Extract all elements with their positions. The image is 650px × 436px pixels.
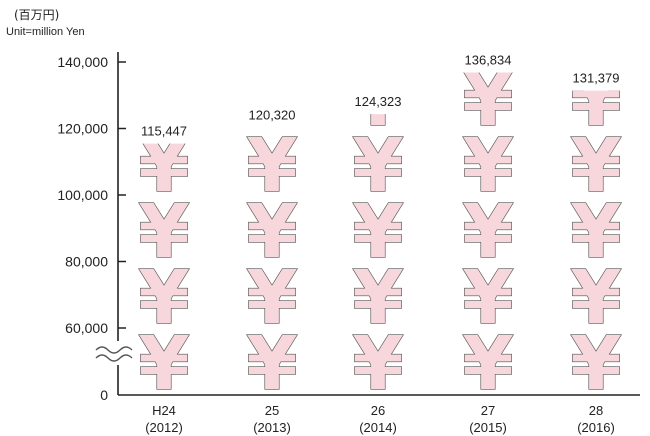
yen-symbol-mark: ¥: [352, 189, 404, 275]
yen-bar: ¥¥¥¥¥¥: [138, 0, 191, 407]
x-year-label: (2016): [577, 420, 615, 435]
yen-symbol-mark: ¥: [138, 321, 190, 407]
y-tick-label: 140,000: [57, 54, 108, 70]
yen-symbol-mark: ¥: [246, 321, 298, 407]
yen-symbol-mark: ¥: [246, 255, 298, 341]
yen-bar: ¥¥¥¥¥¥: [352, 0, 405, 407]
x-category-label: 25: [265, 403, 279, 418]
yen-symbol-mark: ¥: [570, 321, 622, 407]
yen-symbol-mark: ¥: [138, 189, 190, 275]
bar-value-label: 136,834: [465, 53, 512, 68]
x-category-label: 27: [481, 403, 495, 418]
axis-break-gap: [104, 341, 132, 365]
axis-break-wave-2: [95, 354, 133, 362]
y-tick-label: 0: [100, 387, 108, 403]
yen-symbol-mark: ¥: [246, 123, 298, 209]
yen-symbol-mark: ¥: [462, 0, 514, 77]
yen-symbol-mark: ¥: [352, 321, 404, 407]
yen-symbol-mark: ¥: [246, 189, 298, 275]
yen-symbol-mark: ¥: [246, 57, 298, 143]
x-category-label: 26: [371, 403, 385, 418]
yen-symbol-mark: ¥: [462, 123, 514, 209]
yen-symbol-mark: ¥: [138, 123, 190, 209]
x-year-label: (2014): [359, 420, 397, 435]
yen-symbol-mark: ¥: [462, 189, 514, 275]
yen-symbol-mark: ¥: [352, 0, 404, 77]
axis-break-wave-1: [95, 346, 133, 354]
x-category-label: 28: [589, 403, 603, 418]
yen-symbol-mark: ¥: [246, 0, 298, 77]
y-tick-label: 80,000: [65, 254, 108, 270]
bar-value-label: 131,379: [573, 71, 620, 86]
unit-label-en: Unit=million Yen: [6, 26, 85, 38]
yen-bar: ¥¥¥¥¥¥: [246, 0, 299, 407]
yen-symbol-mark: ¥: [138, 255, 190, 341]
unit-label-jp: (百万円): [14, 8, 60, 22]
y-tick-label: 120,000: [57, 121, 108, 137]
yen-symbol-mark: ¥: [352, 255, 404, 341]
yen-symbol-mark: ¥: [570, 189, 622, 275]
yen-symbol-mark: ¥: [352, 123, 404, 209]
yen-symbol-mark: ¥: [570, 57, 622, 143]
yen-symbol-mark: ¥: [570, 0, 622, 77]
yen-symbol-mark: ¥: [570, 255, 622, 341]
bar-value-label: 115,447: [141, 124, 187, 139]
yen-symbol-mark: ¥: [570, 123, 622, 209]
yen-symbol-mark: ¥: [462, 57, 514, 143]
bar-value-label: 124,323: [355, 94, 402, 109]
yen-symbol-mark: ¥: [462, 255, 514, 341]
x-year-label: (2015): [469, 420, 507, 435]
x-year-label: (2013): [253, 420, 291, 435]
y-tick-label: 100,000: [57, 187, 108, 203]
yen-symbol-mark: ¥: [352, 57, 404, 143]
x-category-label: H24: [152, 403, 176, 418]
x-year-label: (2012): [145, 420, 183, 435]
y-tick-label: 60,000: [65, 320, 108, 336]
yen-symbol-mark: ¥: [462, 321, 514, 407]
yen-bar: ¥¥¥¥¥¥: [570, 0, 623, 407]
yen-bar: ¥¥¥¥¥¥: [462, 0, 515, 407]
axis-break-mark: [95, 341, 133, 365]
bar-value-label: 120,320: [249, 107, 296, 122]
yen-symbol-mark: ¥: [138, 0, 190, 77]
